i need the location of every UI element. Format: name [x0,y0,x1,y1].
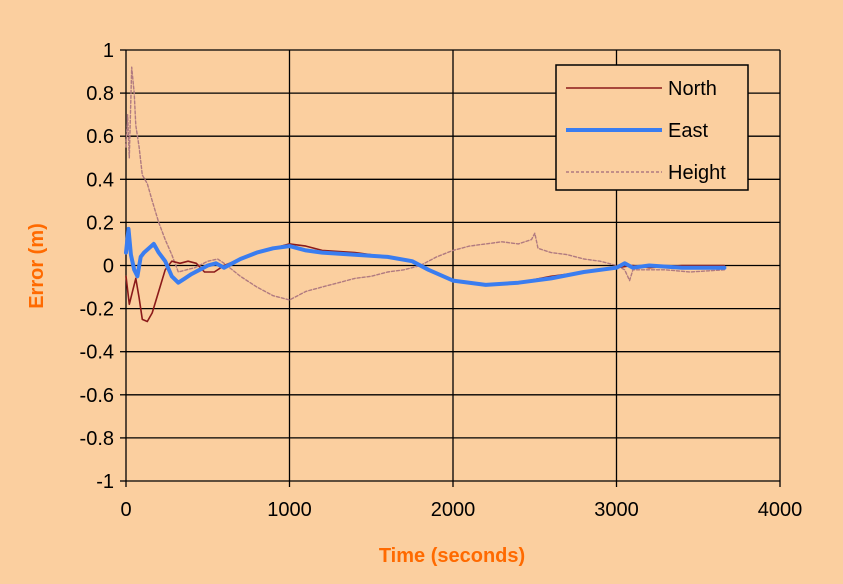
y-tick-label: 1 [103,40,114,62]
x-tick-label: 2000 [431,499,476,521]
legend-box [555,64,749,191]
x-tick-label: 3000 [594,499,639,521]
series-line-east [124,226,727,287]
series-line-height [125,66,726,301]
y-tick-label: 0.6 [86,126,114,148]
y-tick-label: 0.2 [86,212,114,234]
x-axis-title: Time (seconds) [379,545,525,567]
legend-label-north: North [668,78,717,100]
legend-label-height: Height [668,162,726,184]
series [124,66,727,323]
y-tick-label: 0.4 [86,169,114,191]
y-tick-label: -1 [96,471,114,493]
y-tick-label: -0.6 [80,385,114,407]
y-tick-label: -0.4 [80,342,114,364]
tick-labels: 1 0.8 0.6 0.4 0.2 0 -0.2 -0.4 -0.6 -0.8 -1 0 1000 200… [80,40,803,521]
legend: North East Height [555,64,749,191]
y-tick-label: -0.8 [80,428,114,450]
legend-label-east: East [668,120,708,142]
x-tick-label: 1000 [267,499,312,521]
y-tick-label: -0.2 [80,299,114,321]
x-tick-label: 4000 [758,499,803,521]
y-tick-label: 0 [103,256,114,278]
grid [120,49,781,487]
y-axis-title: Error (m) [26,223,48,309]
y-tick-label: 0.8 [86,83,114,105]
x-tick-label: 0 [120,499,131,521]
